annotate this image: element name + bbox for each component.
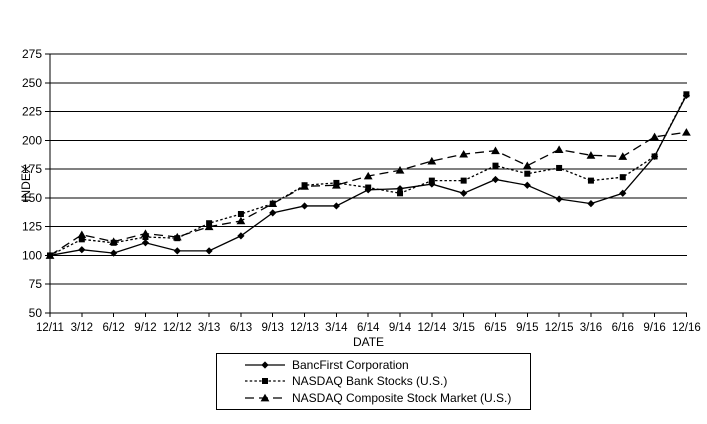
data-point-marker [45, 251, 55, 259]
x-tick-label: 9/13 [262, 322, 284, 334]
x-tick-label: 3/13 [198, 322, 220, 334]
data-point-marker [78, 236, 85, 243]
legend-sample-square-dotted-line [245, 378, 285, 385]
legend-marker-square [262, 378, 268, 385]
data-point-marker [683, 91, 690, 98]
legend-sample-triangle-dash-line [245, 393, 285, 402]
data-point-marker [365, 184, 372, 191]
data-point-marker [460, 189, 468, 197]
data-point-marker [619, 174, 626, 181]
y-tick-label: 150 [22, 191, 42, 205]
data-point-marker [587, 177, 594, 184]
data-point-marker [428, 177, 435, 184]
y-tick-label: 75 [29, 277, 43, 291]
data-point-marker [268, 199, 278, 208]
data-point-marker [522, 161, 532, 170]
legend-label: BancFirst Corporation [292, 358, 409, 373]
y-axis-title: INDEX [19, 165, 33, 202]
data-point-marker [110, 249, 118, 257]
data-point-marker [492, 162, 499, 169]
legend-marker-triangle [260, 393, 270, 402]
x-tick-label: 12/16 [672, 322, 701, 334]
x-tick-label: 12/15 [545, 322, 574, 334]
data-point-marker [555, 195, 563, 203]
x-tick-label: 12/11 [36, 322, 64, 334]
x-tick-label: 9/16 [643, 322, 665, 334]
data-point-marker [524, 170, 531, 177]
legend-item-bancfirst: BancFirst Corporation [245, 357, 530, 373]
x-tick-label: 3/16 [580, 322, 602, 334]
data-point-marker [587, 200, 595, 208]
y-tick-label: 275 [22, 47, 42, 61]
legend-label: NASDAQ Composite Stock Market (U.S.) [292, 390, 512, 405]
data-point-marker [460, 177, 467, 184]
data-point-marker [428, 180, 436, 188]
data-point-marker [651, 153, 658, 160]
data-point-marker [618, 152, 628, 160]
x-tick-label: 3/15 [452, 322, 474, 334]
data-point-marker [237, 211, 244, 218]
x-tick-label: 6/13 [230, 322, 252, 334]
data-point-marker [459, 149, 469, 158]
data-point-marker [205, 247, 213, 255]
y-tick-label: 175 [22, 162, 42, 176]
data-point-marker [586, 151, 596, 159]
data-point-marker [682, 128, 691, 136]
data-point-marker [141, 229, 150, 237]
x-axis-title: DATE [353, 335, 384, 349]
data-point-marker [427, 156, 437, 165]
data-point-marker [300, 182, 309, 190]
data-point-marker [523, 181, 531, 189]
data-point-marker [331, 181, 341, 189]
data-point-marker [397, 190, 404, 197]
data-point-marker [395, 166, 405, 174]
x-tick-label: 3/12 [71, 322, 93, 334]
data-point-marker [236, 216, 246, 225]
x-tick-label: 6/14 [357, 322, 380, 334]
y-tick-label: 250 [22, 76, 42, 90]
legend-label: NASDAQ Bank Stocks (U.S.) [292, 374, 448, 389]
y-tick-label: 200 [22, 133, 42, 147]
x-tick-label: 12/13 [290, 322, 319, 334]
y-tick-label: 225 [22, 105, 42, 119]
data-point-marker [554, 145, 564, 153]
legend-item-nasdaq-composite: NASDAQ Composite Stock Market (U.S.) [245, 390, 530, 406]
data-point-marker [363, 171, 373, 180]
x-tick-label: 6/16 [612, 322, 634, 334]
data-point-marker [556, 164, 563, 171]
data-point-marker [237, 232, 245, 240]
legend-marker-diamond [261, 361, 269, 369]
data-point-marker [173, 247, 181, 255]
data-point-marker [619, 189, 627, 197]
data-point-marker [332, 202, 340, 210]
x-tick-label: 6/12 [102, 322, 124, 334]
data-point-marker [491, 146, 500, 155]
data-point-marker [77, 230, 87, 239]
legend-item-nasdaq-bank: NASDAQ Bank Stocks (U.S.) [245, 373, 530, 389]
data-point-marker [300, 202, 309, 210]
legend-sample-diamond-solid-line [245, 361, 285, 369]
chart-legend: BancFirst Corporation NASDAQ Bank Stocks… [216, 353, 531, 410]
x-tick-label: 9/15 [516, 322, 538, 334]
y-tick-label: 50 [29, 306, 43, 320]
x-tick-label: 12/14 [417, 322, 446, 334]
x-tick-label: 9/14 [389, 322, 412, 334]
data-point-marker [204, 222, 214, 231]
data-point-marker [109, 237, 119, 246]
data-point-marker [78, 246, 86, 254]
x-tick-label: 6/15 [484, 322, 506, 334]
x-tick-label: 9/12 [134, 322, 156, 334]
x-tick-label: 3/14 [325, 322, 348, 334]
data-point-marker [269, 209, 277, 217]
data-point-marker [491, 175, 500, 184]
x-tick-label: 12/12 [163, 322, 192, 334]
data-point-marker [172, 232, 182, 241]
y-tick-label: 125 [22, 220, 42, 234]
data-point-marker [141, 239, 150, 247]
y-tick-label: 100 [22, 248, 42, 262]
data-point-marker [142, 234, 149, 241]
data-point-marker [650, 132, 659, 141]
